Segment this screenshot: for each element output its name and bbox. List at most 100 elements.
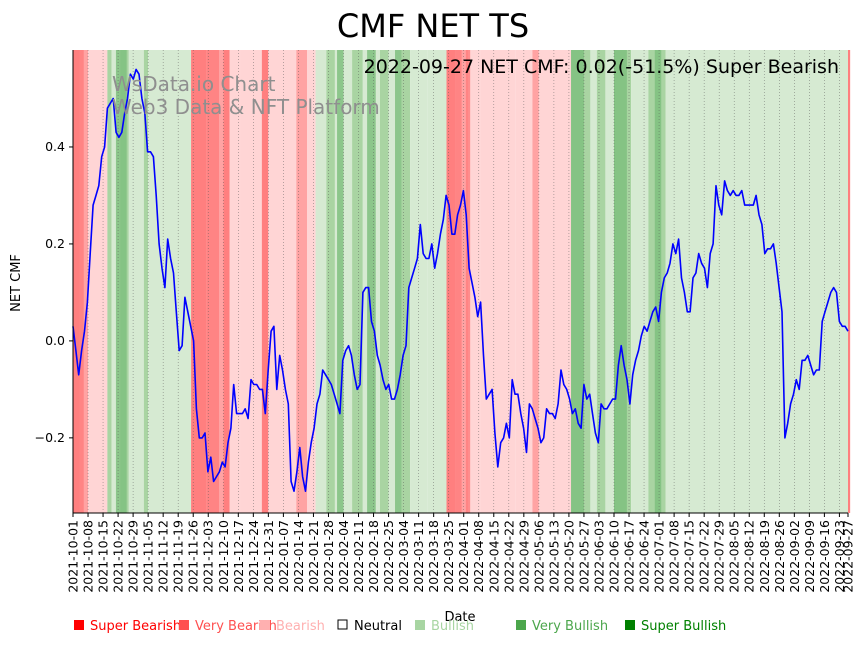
- regime-band: [480, 50, 516, 513]
- x-tick-label: 2022-09-27: [841, 520, 856, 593]
- latest-value-annotation: 2022-09-27 NET CMF: 0.02(-51.5%) Super B…: [364, 56, 839, 78]
- x-tick-label: 2022-06-03: [591, 520, 606, 593]
- regime-band: [315, 50, 327, 513]
- regime-band-strong: [395, 50, 402, 513]
- regime-band: [416, 50, 428, 513]
- regime-band: [143, 50, 149, 513]
- legend-label: Very Bearish: [195, 619, 277, 634]
- cmf-line-layer: [72, 68, 849, 492]
- x-tick-label: 2021-10-01: [66, 520, 81, 593]
- x-tick-label: 2022-08-26: [772, 520, 787, 593]
- x-tick-label: 2022-07-08: [667, 520, 682, 593]
- regime-band: [590, 50, 597, 513]
- regime-band: [107, 50, 112, 513]
- legend-swatch: [337, 619, 348, 630]
- x-tick-label: 2022-04-29: [516, 520, 531, 593]
- x-tick-label: 2022-09-23: [832, 520, 847, 593]
- legend-label: Bearish: [276, 619, 325, 634]
- regime-band: [631, 50, 649, 513]
- y-tick-label: 0.4: [45, 139, 65, 154]
- x-tick-label: 2022-02-04: [336, 520, 351, 593]
- regime-band: [532, 50, 539, 513]
- legend-swatch: [179, 620, 189, 630]
- regime-band-strong: [571, 50, 584, 513]
- x-tick-label: 2021-10-29: [126, 520, 141, 593]
- x-tick-label: 2022-05-20: [561, 520, 576, 593]
- regime-band-strong: [367, 50, 376, 513]
- y-axis-label: NET CMF: [9, 254, 24, 312]
- legend-label: Super Bullish: [641, 619, 726, 634]
- x-tick-label: 2022-01-28: [321, 520, 336, 593]
- x-tick-label: 2022-01-07: [276, 520, 291, 593]
- x-tick-label: 2022-08-19: [757, 520, 772, 593]
- x-tick-label: 2022-07-22: [697, 520, 712, 593]
- x-tick-label: 2022-04-22: [501, 520, 516, 593]
- regime-band: [73, 50, 80, 513]
- x-tick-label: 2021-10-15: [96, 520, 111, 593]
- regime-band: [468, 50, 481, 513]
- x-tick-label: 2022-05-13: [546, 520, 561, 593]
- x-tick-label: 2022-09-02: [787, 520, 802, 593]
- legend: Super Bearish Very Bearish Bearish Neutral B…: [74, 619, 726, 634]
- legend-label: Very Bullish: [532, 619, 608, 634]
- regime-band-strong: [115, 50, 127, 513]
- regime-band: [352, 50, 363, 513]
- legend-label: Super Bearish: [90, 619, 181, 634]
- x-tick-label: 2022-04-08: [471, 520, 486, 593]
- x-tick-label: 2022-02-25: [381, 520, 396, 593]
- x-tick-label: 2022-08-12: [742, 520, 757, 593]
- watermark-line-2: Web3 Data & NFT Platform: [112, 95, 380, 119]
- regime-band-strong: [337, 50, 344, 513]
- chart-title: CMF NET TS: [337, 7, 529, 45]
- x-tick-label: 2022-02-11: [351, 520, 366, 593]
- x-tick-label: 2022-06-10: [606, 520, 621, 593]
- x-tick-label: 2021-12-17: [231, 520, 246, 593]
- regime-band: [326, 50, 335, 513]
- x-tick-label: 2022-04-15: [486, 520, 501, 593]
- x-tick-label: 2021-12-24: [246, 520, 261, 593]
- x-tick-label: 2021-12-10: [216, 520, 231, 593]
- legend-swatch: [516, 620, 526, 630]
- legend-swatch: [415, 620, 425, 630]
- x-tick-label: 2022-06-24: [637, 520, 652, 593]
- regime-band: [191, 50, 207, 513]
- regime-band-strong: [206, 50, 219, 513]
- x-tick-label: 2022-01-21: [306, 520, 321, 593]
- x-tick-label: 2022-09-09: [802, 520, 817, 593]
- regime-band: [148, 50, 192, 513]
- x-tick-label: 2022-04-01: [456, 520, 471, 593]
- x-tick-label: 2021-10-22: [111, 520, 126, 593]
- legend-swatch: [260, 620, 270, 630]
- regime-band: [848, 50, 851, 513]
- y-tick-label: −0.2: [35, 430, 65, 445]
- x-tick-label: 2022-07-29: [712, 520, 727, 593]
- regime-band: [307, 50, 316, 513]
- legend-swatch: [625, 620, 635, 630]
- regime-band-strong: [446, 50, 462, 513]
- regime-band-strong: [77, 50, 84, 513]
- x-tick-label: 2021-11-19: [171, 520, 186, 593]
- regime-band-strong: [261, 50, 267, 513]
- x-tick-label: 2022-03-18: [426, 520, 441, 593]
- regime-band: [88, 50, 108, 513]
- x-tick-label: 2022-07-01: [652, 520, 667, 593]
- regime-band: [665, 50, 709, 513]
- cmf-series-line: [72, 68, 849, 492]
- y-tick-label: 0.0: [45, 333, 65, 348]
- x-tick-label: 2022-03-11: [411, 520, 426, 593]
- regime-band-strong: [613, 50, 627, 513]
- x-tick-label: 2022-05-27: [576, 520, 591, 593]
- regime-band: [410, 50, 417, 513]
- x-tick-label: 2022-06-17: [622, 520, 637, 593]
- regime-band: [401, 50, 411, 513]
- regime-band: [596, 50, 606, 513]
- regime-band: [268, 50, 297, 513]
- x-tick-label: 2022-09-16: [817, 520, 832, 593]
- regime-band: [229, 50, 241, 513]
- regime-band-strong: [465, 50, 471, 513]
- regime-band: [128, 50, 144, 513]
- regime-band: [296, 50, 308, 513]
- x-tick-label: 2022-02-18: [366, 520, 381, 593]
- regime-band: [538, 50, 572, 513]
